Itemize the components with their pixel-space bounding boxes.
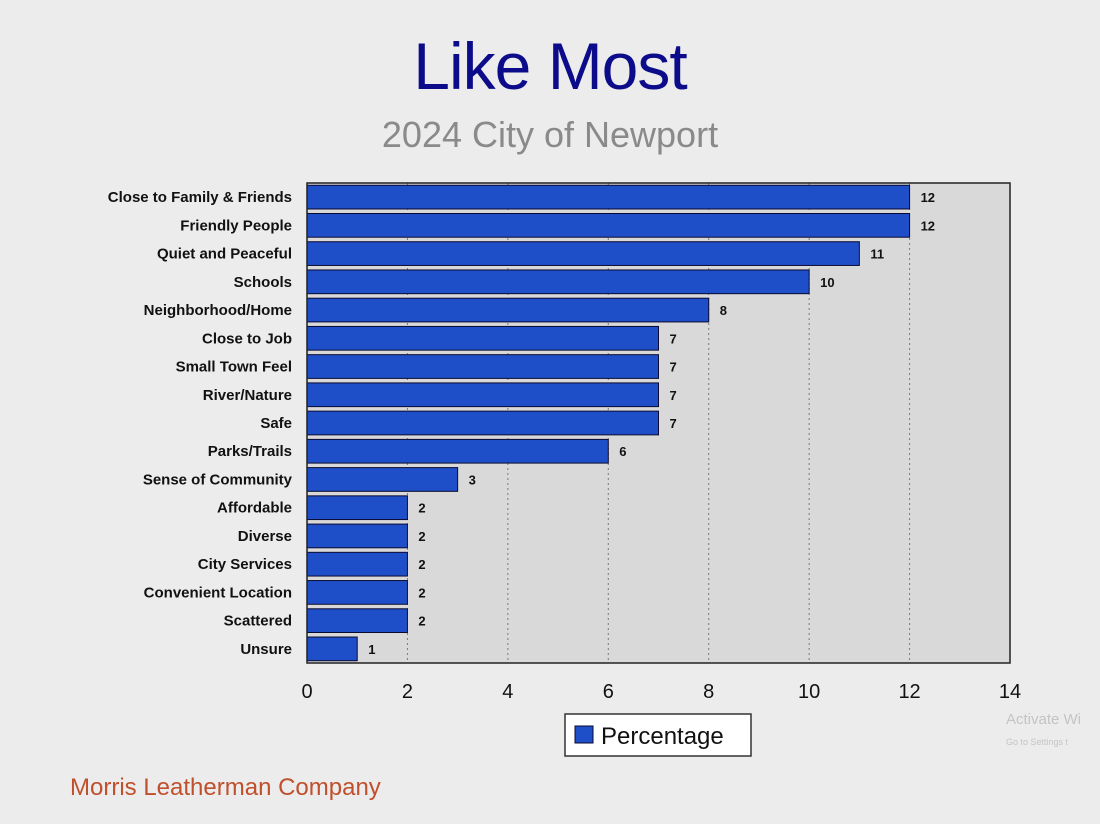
data-label: 2: [418, 529, 425, 544]
bar: [306, 382, 659, 408]
category-label: Friendly People: [180, 217, 292, 234]
activate-watermark: Activate Wi: [1006, 711, 1082, 728]
data-label: 6: [619, 444, 626, 459]
bar: [306, 523, 408, 549]
data-label: 7: [670, 416, 677, 431]
data-label: 7: [670, 331, 677, 346]
data-label: 2: [418, 585, 425, 600]
category-label: River/Nature: [203, 387, 292, 404]
bar: [306, 467, 459, 492]
legend-box: [564, 713, 752, 757]
bar: [306, 495, 408, 521]
category-label: Diverse: [238, 528, 292, 545]
category-label: Unsure: [240, 641, 292, 658]
category-label: Small Town Feel: [176, 359, 292, 376]
bar: [306, 636, 358, 662]
data-label: 10: [820, 275, 834, 290]
bar: [306, 241, 860, 266]
bar: [306, 551, 408, 577]
category-label: Parks/Trails: [208, 443, 292, 460]
bar: [306, 325, 659, 351]
category-label: Close to Job: [202, 330, 292, 347]
data-label: 8: [720, 303, 727, 318]
bar: [306, 297, 710, 323]
chart-title: Like Most: [413, 29, 687, 103]
x-tick-label: 14: [999, 681, 1021, 703]
data-label: 12: [921, 190, 935, 205]
category-label: Neighborhood/Home: [144, 302, 292, 319]
data-label: 7: [670, 360, 677, 375]
category-label: Scattered: [224, 613, 292, 630]
category-label: Convenient Location: [144, 584, 292, 601]
category-label: Affordable: [217, 500, 292, 517]
legend-swatch: [574, 725, 594, 744]
bar: [306, 212, 911, 238]
plot-frame: [306, 182, 1011, 664]
x-tick-label: 6: [603, 681, 614, 703]
data-label: 2: [418, 557, 425, 572]
bar: [306, 580, 408, 605]
data-label: 1: [368, 642, 375, 657]
x-tick-label: 8: [703, 681, 714, 703]
bar: [306, 269, 810, 295]
category-label: Sense of Community: [143, 471, 293, 488]
category-label: Safe: [260, 415, 292, 432]
data-label: 2: [418, 614, 425, 629]
bar: [306, 184, 911, 210]
data-label: 11: [870, 247, 884, 262]
bar: [306, 410, 659, 436]
footer-company: Morris Leatherman Company: [70, 774, 381, 801]
bar: [306, 354, 659, 379]
chart-subtitle: 2024 City of Newport: [381, 114, 719, 155]
data-label: 12: [921, 218, 935, 233]
x-tick-label: 4: [502, 681, 513, 703]
bar: [306, 438, 609, 464]
activate-watermark-sub: Go to Settings t: [1006, 737, 1069, 747]
category-label: Schools: [234, 274, 292, 291]
x-tick-label: 2: [402, 681, 413, 703]
data-label: 2: [418, 501, 425, 516]
category-label: Quiet and Peaceful: [157, 246, 292, 263]
category-label: Close to Family & Friends: [108, 189, 292, 206]
data-label: 7: [670, 388, 677, 403]
category-label: City Services: [198, 556, 292, 573]
bar: [306, 608, 408, 634]
x-tick-label: 12: [898, 681, 920, 703]
legend-label: Percentage: [601, 723, 724, 750]
data-label: 3: [469, 472, 476, 487]
x-tick-label: 0: [301, 681, 312, 703]
x-tick-label: 10: [798, 681, 820, 703]
